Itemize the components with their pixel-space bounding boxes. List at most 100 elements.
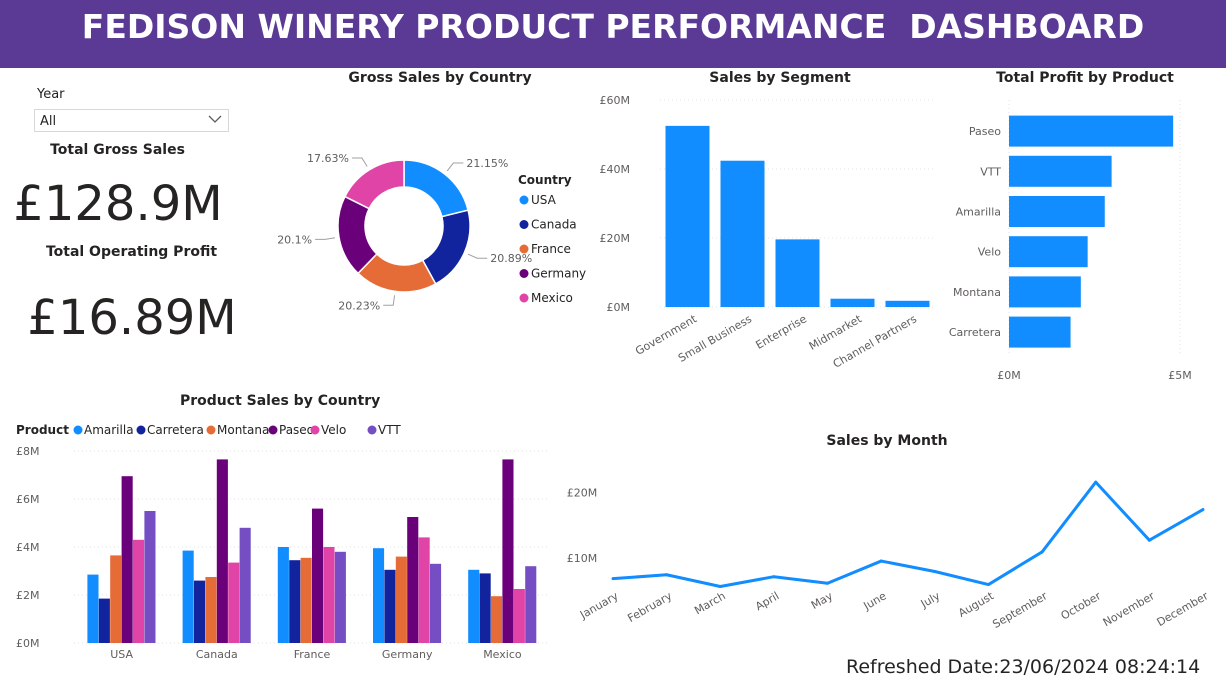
pc-x-tick: Germany <box>382 648 433 661</box>
pc-legend-marker <box>206 425 216 435</box>
month-point <box>986 583 990 587</box>
month-y-tick: £10M <box>567 552 598 565</box>
donut-chart-title: Gross Sales by Country <box>348 70 532 86</box>
donut-leader-line <box>315 237 336 240</box>
donut-legend-marker <box>519 269 529 278</box>
header-bar: FEDISON WINERY PRODUCT PERFORMANCE DASHB… <box>0 0 1226 68</box>
pc-bar <box>98 598 110 643</box>
pc-legend-title: Product <box>16 423 69 437</box>
month-x-tick: November <box>1101 589 1157 629</box>
donut-data-label: 21.15% <box>466 157 508 170</box>
segment-y-tick: £0M <box>607 301 631 314</box>
month-x-tick: October <box>1059 589 1104 623</box>
month-chart: £10M £20M January February March April May June… <box>567 480 1211 631</box>
month-chart-title: Sales by Month <box>826 433 948 449</box>
donut-data-label: 20.23% <box>338 299 380 312</box>
pc-x-tick: Canada <box>196 648 238 661</box>
pc-bar <box>216 459 228 643</box>
month-point <box>772 575 776 579</box>
segment-bar <box>665 125 710 307</box>
segment-x-tick: Enterprise <box>753 312 809 352</box>
month-point <box>933 569 937 573</box>
profit-x-tick: £5M <box>1168 369 1192 382</box>
pc-x-tick: France <box>294 648 331 661</box>
product-country-chart: Product Amarilla Carretera Montana Paseo Velo… <box>16 423 550 661</box>
pc-bar <box>277 547 289 643</box>
pc-legend-label: Amarilla <box>84 423 134 437</box>
segment-bar <box>720 160 765 307</box>
pc-legend-label: VTT <box>378 423 401 437</box>
pc-legend-marker <box>367 425 377 435</box>
pc-bar <box>395 556 407 643</box>
profit-bar <box>1009 115 1174 147</box>
pc-bar <box>323 547 335 643</box>
month-y-tick: £20M <box>567 487 598 500</box>
profit-bar <box>1009 236 1088 268</box>
donut-legend-label: Canada <box>531 218 577 232</box>
month-point <box>1147 538 1151 542</box>
pc-bar <box>182 550 194 643</box>
month-x-tick: December <box>1155 589 1211 629</box>
month-x-tick: June <box>861 589 889 613</box>
month-point <box>718 584 722 588</box>
donut-legend-label: USA <box>531 193 557 207</box>
product-country-chart-title: Product Sales by Country <box>180 393 381 409</box>
donut-legend-marker <box>519 244 529 254</box>
segment-chart-title: Sales by Segment <box>709 70 851 86</box>
profit-y-tick: VTT <box>980 165 1001 178</box>
donut-slice <box>403 159 469 218</box>
pc-legend-marker <box>268 425 278 435</box>
pc-bar <box>110 555 122 643</box>
month-point <box>665 573 669 577</box>
dashboard-title: FEDISON WINERY PRODUCT PERFORMANCE DASHB… <box>81 7 1145 46</box>
pc-bar <box>289 560 301 643</box>
profit-x-tick: £0M <box>997 369 1021 382</box>
pc-bar <box>479 573 491 643</box>
pc-legend-label: Montana <box>217 423 269 437</box>
year-slicer-dropdown[interactable]: All <box>34 109 229 132</box>
profit-bar <box>1009 276 1081 308</box>
profit-y-tick: Velo <box>978 246 1001 259</box>
profit-y-tick: Paseo <box>969 125 1001 138</box>
profit-bar <box>1009 316 1071 348</box>
pc-y-tick: £8M <box>16 445 40 458</box>
donut-legend-marker <box>519 220 529 229</box>
segment-bar <box>830 298 875 307</box>
pc-bar <box>312 508 324 643</box>
profit-y-tick: Montana <box>953 286 1001 299</box>
pc-bar <box>228 562 240 643</box>
month-x-tick: February <box>625 589 674 625</box>
donut-legend-label: France <box>531 242 571 256</box>
month-point <box>879 559 883 563</box>
month-x-tick: May <box>809 589 836 612</box>
pc-bar <box>513 589 525 643</box>
chevron-down-icon <box>208 115 222 123</box>
pc-bar <box>334 551 346 643</box>
refreshed-date: Refreshed Date:23/06/2024 08:24:14 <box>846 656 1201 678</box>
month-x-tick: January <box>577 589 621 622</box>
pc-bar <box>194 580 206 643</box>
segment-y-tick: £60M <box>600 94 631 107</box>
pc-legend-label: Paseo <box>279 423 314 437</box>
profit-bar <box>1009 196 1105 227</box>
month-x-tick: September <box>990 589 1050 631</box>
pc-bar <box>133 539 145 643</box>
pc-legend-marker <box>310 425 320 435</box>
pc-bar <box>373 548 385 643</box>
donut-data-label: 20.1% <box>277 233 312 246</box>
pc-bar <box>121 476 133 643</box>
pc-y-tick: £6M <box>16 493 40 506</box>
donut-leader-line <box>351 157 368 167</box>
pc-bar <box>144 511 156 643</box>
pc-bar <box>407 517 419 643</box>
profit-chart: £0M £5M Paseo VTT Amarilla Velo Montana Carrete… <box>949 100 1192 382</box>
pc-bar <box>300 557 312 643</box>
donut-legend-label: Mexico <box>531 291 573 305</box>
year-slicer-label: Year <box>37 87 65 102</box>
month-x-tick: April <box>753 589 781 613</box>
pc-legend-label: Velo <box>321 423 346 437</box>
donut-data-label: 20.89% <box>490 252 532 265</box>
pc-y-tick: £0M <box>16 637 40 650</box>
donut-data-label: 17.63% <box>307 152 349 165</box>
